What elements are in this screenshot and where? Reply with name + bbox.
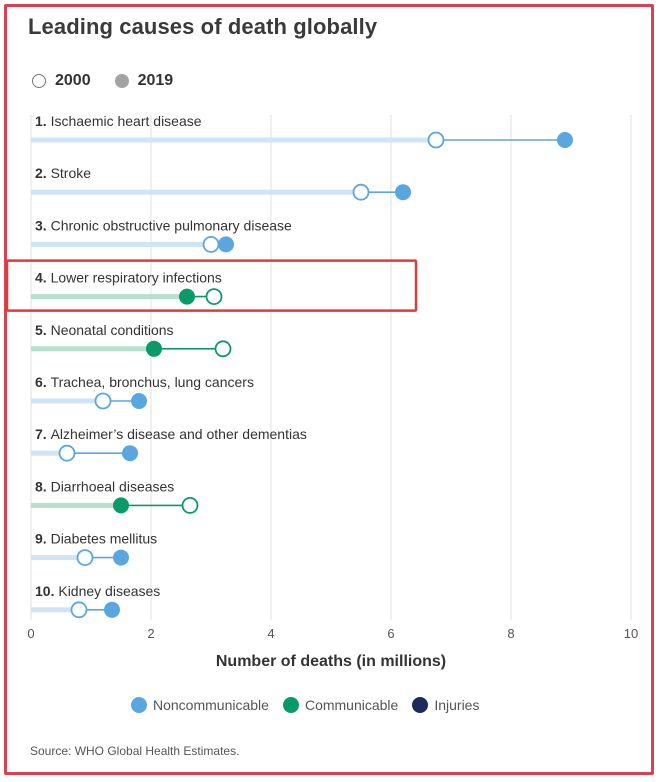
marker-2000 [76,549,94,566]
marker-2019 [218,236,234,253]
noncommunicable-dot-icon [131,697,147,713]
x-tick-label: 10 [624,626,638,641]
row-cause-name: Diarrhoeal diseases [51,478,175,494]
open-circle-icon [32,74,46,88]
x-axis-title: Number of deaths (in millions) [216,653,446,670]
baseline-bar [31,607,79,613]
row-cause-name: Trachea, bronchus, lung cancers [51,374,254,390]
marker-2000 [352,183,370,201]
row-rank: 1. [35,113,51,129]
row-rank: 10. [35,583,58,599]
baseline-bar [31,555,85,561]
source-note: Source: WHO Global Health Estimates. [30,744,240,758]
row-cause-name: Stroke [51,165,92,181]
marker-2000 [202,235,220,253]
row-cause-name: Chronic obstructive pulmonary disease [51,217,292,233]
category-legend: Noncommunicable Communicable Injuries [131,697,493,713]
row-label: 1. Ischaemic heart disease [35,113,202,129]
marker-2019 [131,393,147,409]
row-rank: 4. [35,270,51,286]
legend-item-2000: 2000 [32,72,91,90]
year-legend: 2000 2019 [32,72,197,90]
legend-label-injuries: Injuries [434,697,480,713]
injuries-dot-icon [412,697,429,713]
x-tick-label: 8 [507,626,514,641]
baseline-bar [31,294,187,300]
x-tick-label: 2 [147,626,154,641]
marker-2019 [122,445,138,462]
row-label: 7. Alzheimer’s disease and other dementi… [35,426,307,442]
row-rank: 5. [35,322,51,338]
baseline-bar [31,450,67,456]
baseline-bar [31,137,436,143]
baseline-bar [31,189,361,195]
marker-2019 [179,288,195,305]
x-tick-label: 4 [267,626,274,641]
row-rank: 7. [35,426,51,442]
filled-circle-icon [114,74,129,88]
marker-2019 [104,601,120,618]
outer-frame [4,4,654,775]
marker-2019 [113,497,129,514]
row-label: 9. Diabetes mellitus [35,531,157,547]
legend-label-2000: 2000 [55,72,91,89]
chart-title: Leading causes of death globally [28,14,378,39]
row-rank: 6. [35,374,51,390]
row-label: 8. Diarrhoeal diseases [35,478,174,494]
communicable-dot-icon [282,697,299,713]
row-label: 10. Kidney diseases [35,583,160,599]
row-cause-name: Diabetes mellitus [51,531,158,547]
row-rank: 9. [35,531,51,547]
legend-label-noncommunicable: Noncommunicable [153,697,269,713]
legend-label-2019: 2019 [137,72,174,89]
marker-2000 [58,444,76,462]
marker-2000 [181,496,199,514]
row-cause-name: Alzheimer’s disease and other dementias [51,426,307,442]
marker-2019 [395,184,411,201]
legend-item-2019: 2019 [114,72,174,90]
baseline-bar [31,502,121,508]
marker-2000 [205,288,223,306]
row-label: 3. Chronic obstructive pulmonary disease [35,217,292,233]
baseline-bar [31,346,154,352]
legend-communicable[interactable]: Communicable [282,697,399,713]
marker-2019 [557,132,573,148]
row-label: 5. Neonatal conditions [35,322,174,338]
row-cause-name: Neonatal conditions [51,322,174,338]
row-label: 2. Stroke [35,165,91,181]
row-cause-name: Kidney diseases [58,583,160,599]
marker-2000 [70,601,88,619]
x-tick-label: 0 [27,626,34,641]
row-label: 6. Trachea, bronchus, lung cancers [35,374,254,390]
row-rank: 2. [35,165,51,181]
row-cause-name: Lower respiratory infections [51,270,222,286]
baseline-bar [31,398,103,404]
baseline-bar [31,241,211,247]
marker-2019 [146,340,162,357]
highlight-box [5,259,418,312]
row-label: 4. Lower respiratory infections [35,270,222,286]
x-tick-label: 6 [387,626,394,641]
row-rank: 8. [35,478,51,494]
legend-noncommunicable[interactable]: Noncommunicable [131,697,269,713]
row-cause-name: Ischaemic heart disease [51,113,202,129]
marker-2000 [94,392,112,410]
legend-injuries[interactable]: Injuries [412,697,479,713]
marker-2000 [214,340,232,358]
legend-label-communicable: Communicable [304,697,399,713]
row-rank: 3. [35,217,51,233]
marker-2000 [427,131,445,149]
marker-2019 [113,549,129,566]
